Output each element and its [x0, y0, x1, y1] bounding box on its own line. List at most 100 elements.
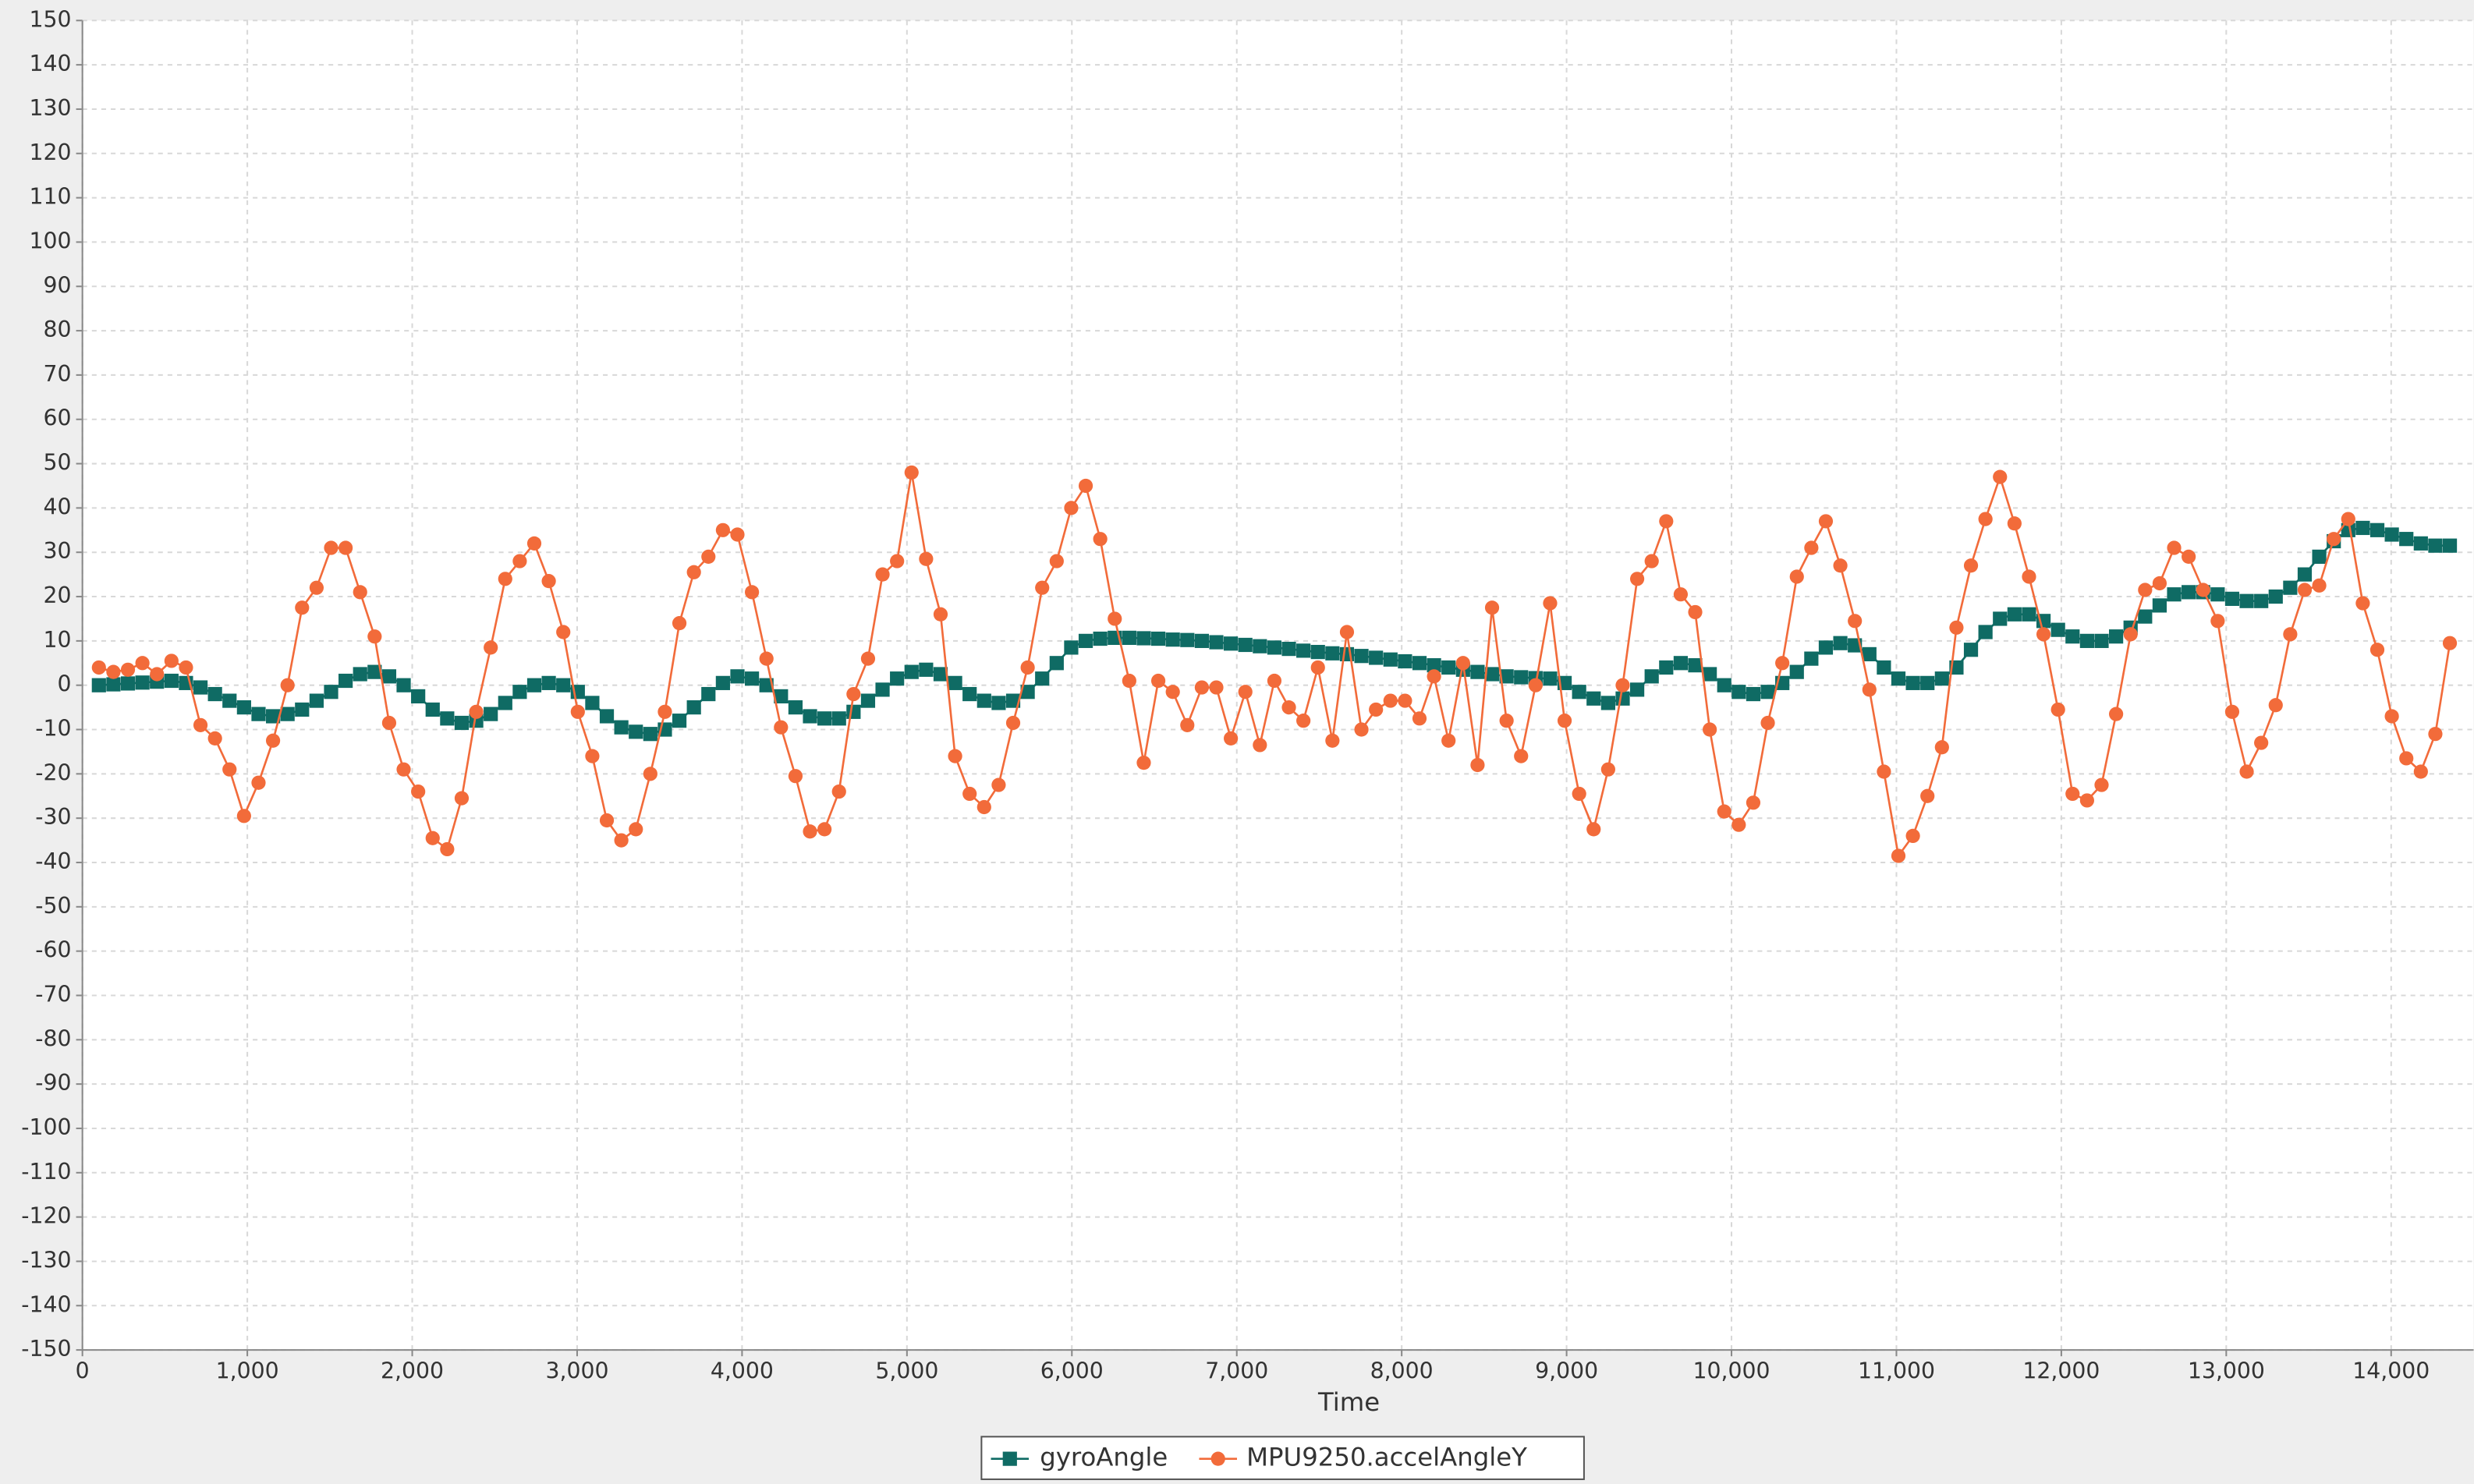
marker [1441, 660, 1456, 675]
marker [164, 653, 179, 668]
marker [367, 664, 382, 679]
marker [657, 704, 672, 719]
marker [744, 671, 760, 686]
marker [207, 731, 222, 746]
marker [1717, 678, 1731, 692]
marker [1963, 558, 1979, 573]
x-tick-label: 2,000 [381, 1358, 444, 1383]
marker [1165, 632, 1180, 647]
marker [1339, 625, 1355, 639]
y-tick-label: 50 [43, 450, 71, 476]
marker [1920, 788, 1935, 803]
marker [2442, 636, 2458, 650]
x-tick-label: 12,000 [2022, 1358, 2100, 1383]
marker [2283, 580, 2298, 595]
marker [1253, 639, 1267, 653]
marker [1209, 680, 1224, 695]
marker [2152, 598, 2167, 613]
marker [2022, 569, 2036, 584]
marker [1789, 664, 1804, 679]
marker [512, 685, 527, 699]
marker [2327, 532, 2341, 547]
marker [1427, 669, 1441, 684]
y-tick-label: 20 [43, 583, 71, 608]
y-tick-label: -130 [21, 1247, 71, 1273]
marker [1659, 514, 1674, 529]
marker [526, 536, 542, 551]
marker [1020, 660, 1035, 675]
marker [2138, 609, 2153, 624]
legend-label: gyroAngle [1040, 1443, 1168, 1472]
marker [1078, 633, 1093, 648]
marker [1514, 670, 1529, 685]
marker [541, 574, 556, 589]
marker [599, 813, 615, 828]
marker [1499, 714, 1514, 728]
x-tick-label: 6,000 [1040, 1358, 1104, 1383]
marker [875, 682, 890, 697]
marker [614, 720, 629, 735]
marker [2442, 538, 2458, 553]
marker [1877, 660, 1891, 675]
marker [1136, 631, 1151, 646]
y-tick-label: 120 [29, 140, 71, 165]
y-tick-label: -100 [21, 1114, 71, 1140]
marker [411, 784, 426, 799]
marker [1731, 685, 1746, 699]
y-tick-label: -110 [21, 1159, 71, 1185]
marker [1557, 714, 1572, 728]
marker [2007, 607, 2022, 622]
marker [2224, 591, 2240, 606]
marker [2297, 567, 2313, 582]
y-tick-label: -20 [35, 760, 71, 785]
marker [2428, 538, 2443, 553]
marker [396, 762, 411, 777]
marker [1934, 671, 1949, 686]
marker [890, 554, 905, 568]
marker [1731, 817, 1746, 832]
marker [2312, 549, 2327, 564]
marker [1383, 652, 1398, 667]
marker [1949, 620, 1964, 635]
marker [686, 565, 701, 579]
marker [454, 791, 470, 806]
marker [1644, 554, 1659, 568]
marker [890, 671, 905, 686]
marker [1993, 611, 2008, 626]
marker [2167, 587, 2182, 602]
marker [2109, 707, 2124, 721]
marker [774, 720, 789, 735]
marker [2196, 583, 2210, 597]
marker [1398, 653, 1412, 669]
marker [2297, 583, 2313, 597]
marker [1194, 633, 1209, 648]
marker [1673, 587, 1689, 602]
y-tick-label: 150 [29, 6, 71, 32]
marker [686, 700, 701, 715]
marker [1659, 660, 1674, 675]
marker [730, 669, 745, 684]
marker [2239, 764, 2254, 779]
marker [1180, 632, 1195, 647]
marker [1078, 478, 1093, 494]
marker [1310, 644, 1325, 660]
marker [1586, 822, 1601, 837]
marker [1325, 646, 1340, 661]
marker [2428, 727, 2443, 742]
marker [1644, 669, 1659, 684]
marker [2369, 522, 2385, 537]
marker [556, 678, 571, 692]
marker [933, 667, 948, 682]
x-tick-label: 7,000 [1205, 1358, 1268, 1383]
marker [1064, 501, 1079, 515]
marker [280, 678, 295, 692]
marker [1267, 673, 1282, 689]
y-tick-label: 130 [29, 95, 71, 121]
marker [570, 704, 585, 719]
marker [2341, 512, 2355, 526]
marker [541, 675, 556, 690]
marker [585, 696, 600, 710]
y-tick-label: -80 [35, 1025, 71, 1051]
marker [2399, 751, 2414, 766]
marker [788, 769, 803, 784]
